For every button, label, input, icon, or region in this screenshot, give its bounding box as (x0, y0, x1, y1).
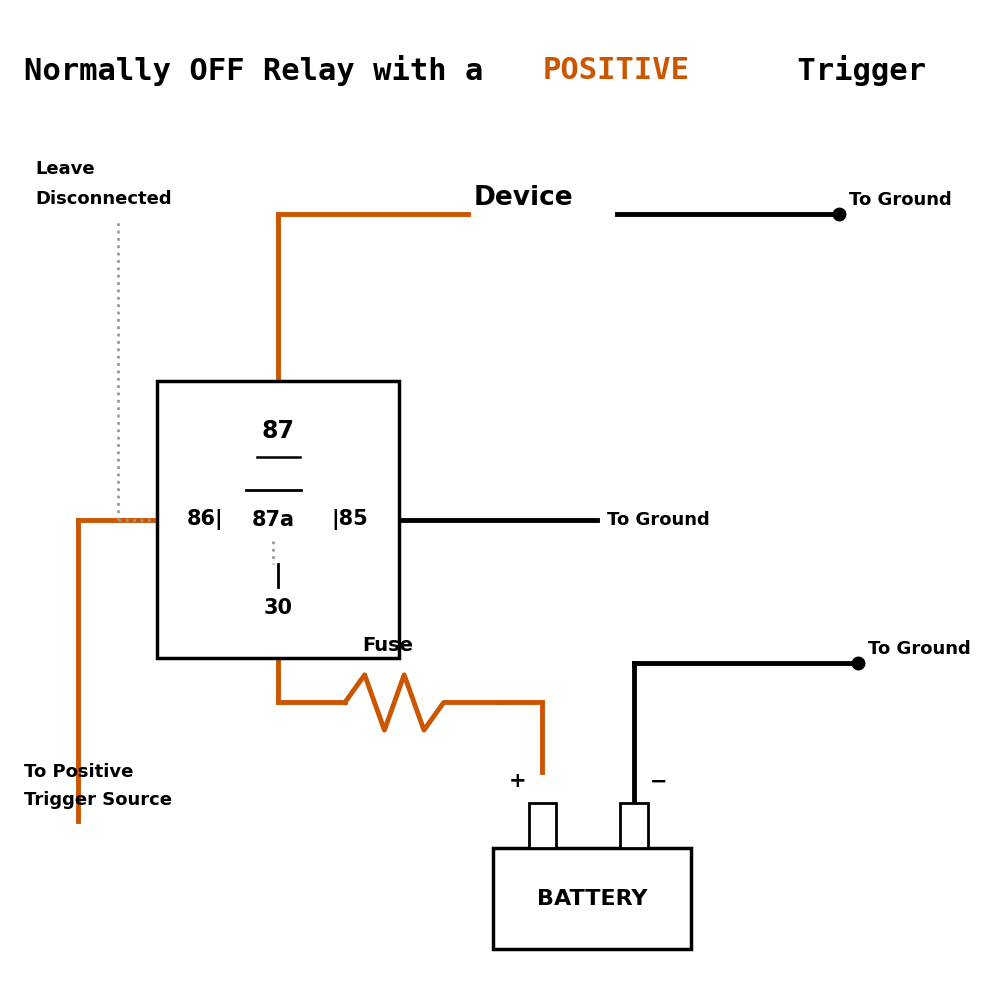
Text: BATTERY: BATTERY (537, 889, 647, 909)
Text: Fuse: Fuse (363, 636, 414, 655)
Text: Disconnected: Disconnected (36, 190, 172, 208)
Text: −: − (650, 771, 668, 791)
Text: 86|: 86| (186, 509, 223, 530)
Text: To Positive: To Positive (24, 763, 133, 781)
Text: To Ground: To Ground (868, 640, 971, 658)
Text: To Ground: To Ground (607, 511, 709, 529)
Text: 30: 30 (264, 598, 293, 618)
Bar (529, 803, 556, 848)
Text: Leave: Leave (36, 160, 95, 178)
Text: 87: 87 (262, 419, 295, 443)
Text: Device: Device (473, 185, 573, 211)
Text: +: + (509, 771, 527, 791)
Text: Normally OFF Relay with a: Normally OFF Relay with a (24, 55, 502, 86)
Bar (157, 381, 399, 658)
Text: Trigger Source: Trigger Source (24, 791, 172, 809)
Bar (620, 803, 648, 848)
Text: 87a: 87a (252, 510, 295, 530)
Text: POSITIVE: POSITIVE (542, 56, 689, 85)
Text: Trigger: Trigger (779, 55, 926, 86)
Text: |85: |85 (331, 509, 368, 530)
Text: To Ground: To Ground (849, 191, 951, 209)
Bar (493, 848, 691, 949)
